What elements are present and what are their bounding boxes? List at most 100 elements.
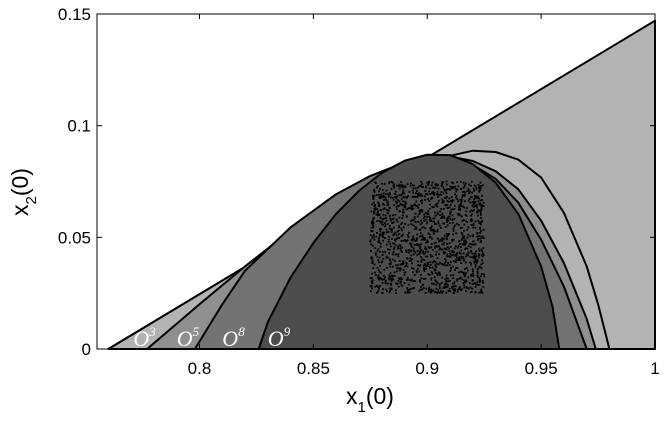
sample-point: [377, 274, 380, 277]
sample-point: [395, 234, 398, 237]
sample-point: [383, 222, 386, 224]
sample-point: [441, 243, 444, 246]
sample-point: [423, 266, 425, 269]
sample-point: [406, 234, 409, 237]
sample-point: [396, 230, 399, 233]
sample-point: [458, 208, 460, 211]
sample-point: [390, 228, 393, 230]
sample-point: [381, 254, 384, 256]
sample-point: [395, 292, 397, 294]
sample-point: [441, 248, 444, 251]
sample-point: [413, 287, 415, 289]
sample-point: [390, 219, 392, 222]
sample-point: [388, 181, 391, 183]
sample-point: [439, 227, 442, 229]
sample-point: [453, 289, 455, 292]
sample-point: [430, 225, 433, 228]
sample-point: [427, 184, 429, 186]
sample-point: [382, 203, 384, 205]
sample-point: [416, 254, 419, 257]
sample-point: [478, 202, 481, 205]
sample-point: [478, 254, 481, 257]
sample-point: [369, 240, 372, 243]
sample-point: [410, 208, 413, 211]
sample-point: [400, 280, 402, 283]
sample-point: [410, 219, 413, 222]
sample-point: [420, 219, 422, 222]
sample-point: [378, 196, 381, 198]
sample-point: [453, 225, 455, 228]
sample-point: [460, 232, 463, 234]
sample-point: [413, 216, 416, 218]
sample-point: [428, 215, 431, 218]
sample-point: [391, 196, 394, 199]
sample-point: [413, 249, 415, 252]
sample-point: [419, 264, 422, 266]
sample-point: [455, 190, 458, 193]
sample-point: [459, 209, 462, 211]
sample-point: [428, 287, 430, 290]
sample-point: [422, 186, 424, 188]
sample-point: [383, 183, 386, 185]
sample-point: [475, 250, 477, 253]
sample-point: [451, 181, 453, 184]
sample-point: [479, 226, 482, 229]
sample-point: [460, 215, 463, 217]
sample-point: [423, 259, 426, 262]
sample-point: [469, 201, 471, 204]
sample-point: [444, 278, 447, 281]
sample-point: [381, 223, 383, 226]
sample-point: [405, 261, 408, 264]
sample-point: [476, 205, 478, 207]
sample-point: [480, 267, 483, 270]
sample-point: [440, 194, 443, 196]
sample-point: [458, 257, 461, 260]
sample-point: [393, 183, 396, 186]
sample-point: [465, 266, 468, 269]
sample-point: [398, 210, 401, 213]
sample-point: [442, 200, 444, 203]
sample-point: [437, 289, 440, 292]
sample-point: [478, 190, 481, 193]
sample-point: [430, 246, 433, 249]
sample-point: [375, 213, 378, 216]
sample-point: [473, 202, 476, 205]
sample-point: [432, 229, 434, 231]
sample-point: [428, 286, 431, 289]
sample-point: [425, 268, 427, 270]
sample-point: [404, 291, 407, 294]
sample-point: [399, 282, 402, 284]
sample-point: [405, 196, 408, 199]
sample-point: [397, 285, 400, 288]
sample-point: [474, 220, 477, 223]
sample-point: [398, 187, 401, 190]
sample-point: [389, 272, 392, 275]
sample-point: [376, 211, 379, 214]
sample-point: [384, 214, 387, 217]
sample-point: [423, 195, 426, 198]
sample-point: [407, 236, 410, 238]
sample-point: [478, 189, 481, 192]
sample-point: [372, 219, 375, 221]
sample-point: [443, 237, 445, 240]
sample-point: [393, 186, 395, 189]
sample-point: [418, 192, 420, 195]
sample-point: [423, 278, 425, 280]
sample-point: [465, 210, 468, 213]
sample-point: [423, 270, 426, 272]
sample-point: [387, 256, 390, 259]
sample-point: [469, 210, 471, 213]
sample-point: [396, 195, 399, 198]
sample-point: [456, 290, 459, 293]
sample-point: [418, 243, 421, 246]
y-tick-label: 0.15: [58, 5, 91, 24]
sample-point: [394, 213, 397, 216]
sample-point: [400, 240, 403, 242]
sample-point: [383, 207, 386, 210]
sample-point: [394, 196, 397, 198]
sample-point: [428, 288, 431, 291]
sample-point: [440, 217, 443, 219]
sample-point: [438, 245, 440, 247]
sample-point: [391, 258, 394, 261]
sample-point: [477, 195, 480, 198]
